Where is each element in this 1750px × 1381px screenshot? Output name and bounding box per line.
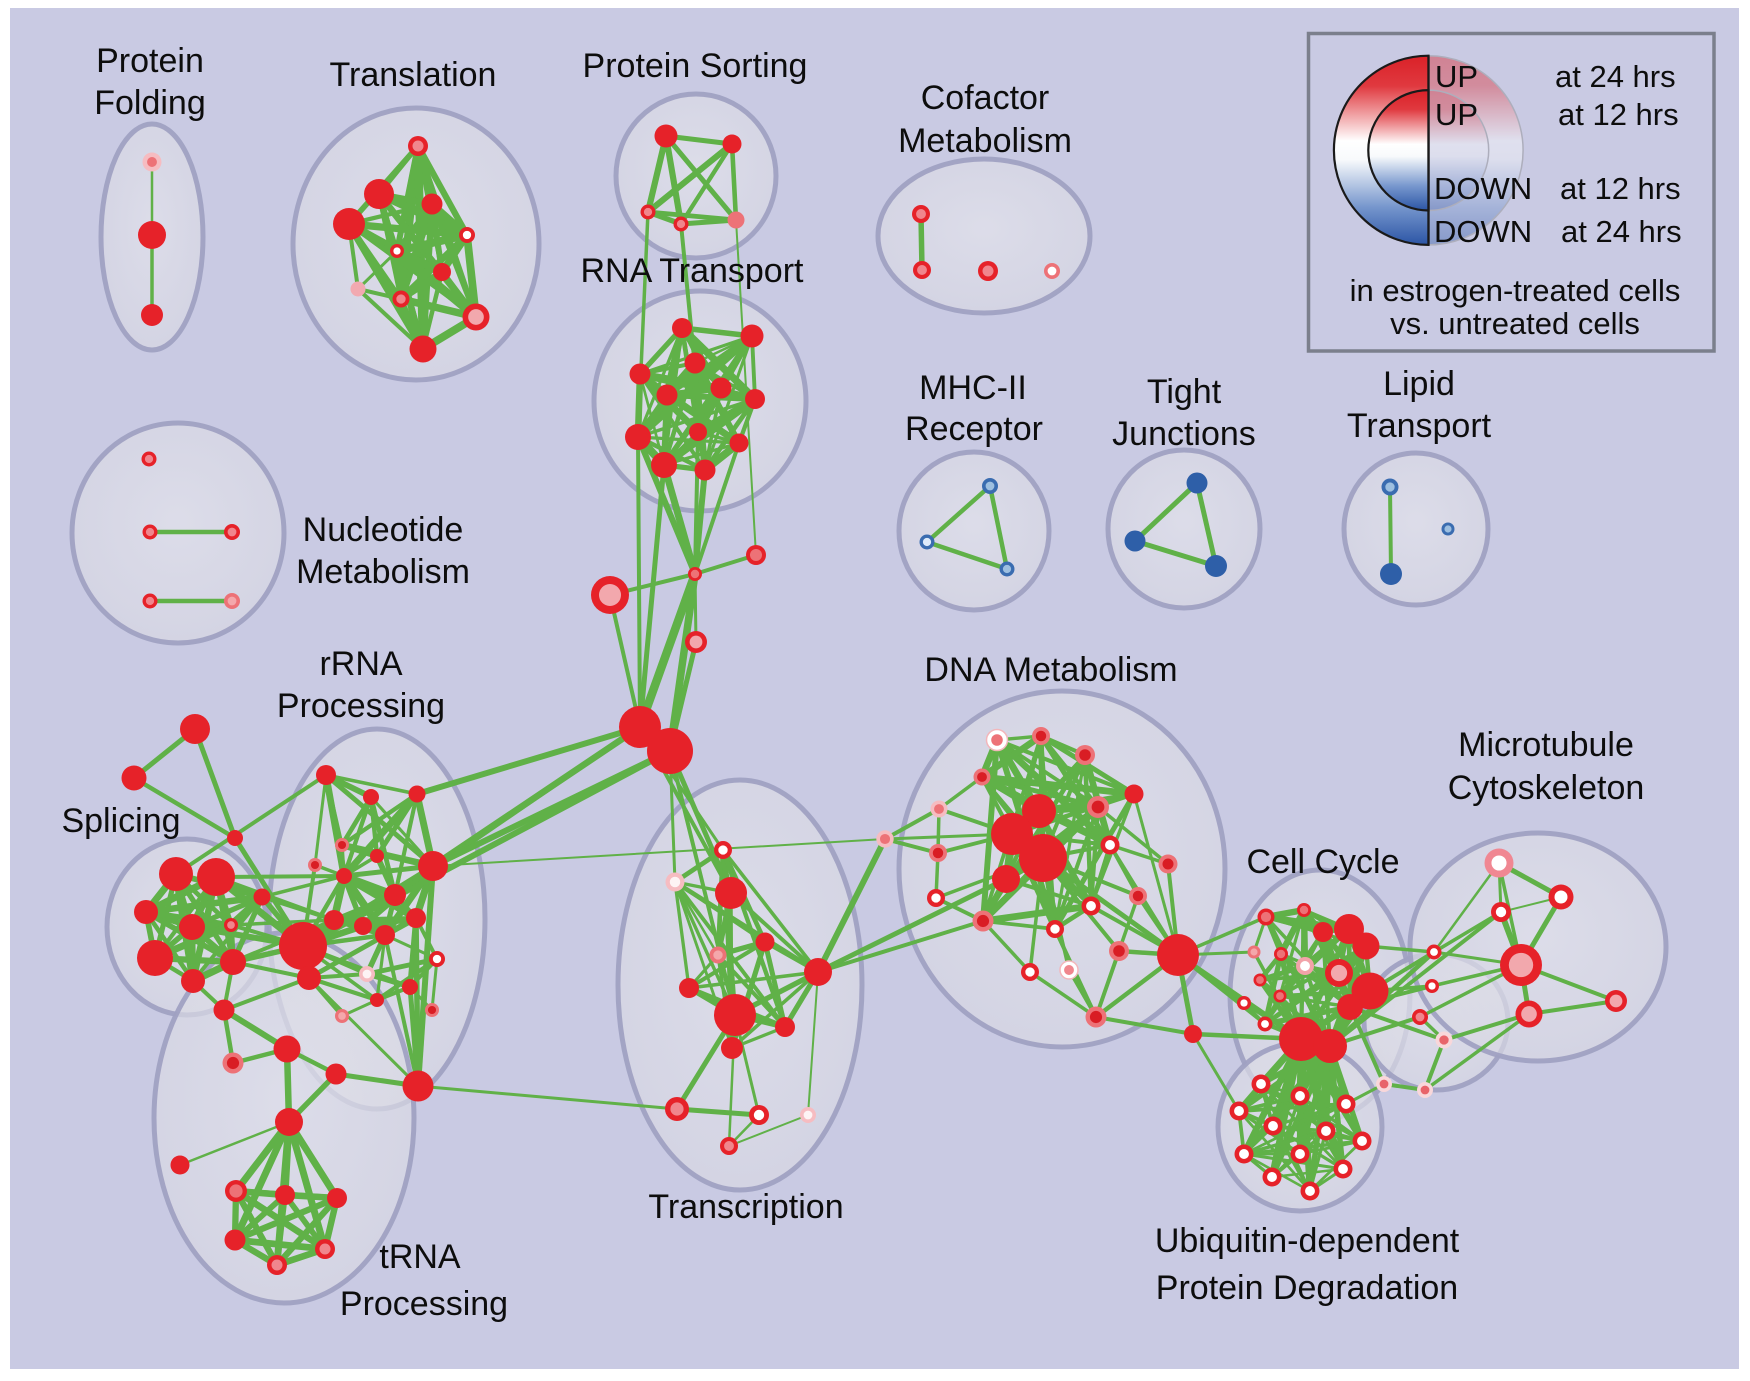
svg-text:at 24 hrs: at 24 hrs [1561, 214, 1682, 249]
svg-text:Ubiquitin-dependent: Ubiquitin-dependent [1155, 1222, 1460, 1260]
svg-text:Transcription: Transcription [648, 1188, 843, 1226]
svg-text:Metabolism: Metabolism [296, 553, 470, 591]
svg-text:Processing: Processing [277, 687, 445, 725]
svg-text:Protein: Protein [96, 42, 204, 80]
svg-text:DNA Metabolism: DNA Metabolism [924, 651, 1177, 689]
svg-text:Cytoskeleton: Cytoskeleton [1448, 769, 1645, 807]
svg-text:DOWN: DOWN [1434, 214, 1532, 249]
svg-text:at 24 hrs: at 24 hrs [1555, 59, 1676, 94]
svg-text:DOWN: DOWN [1434, 171, 1532, 206]
svg-text:Tight: Tight [1147, 373, 1222, 411]
svg-text:vs. untreated cells: vs. untreated cells [1390, 306, 1640, 341]
svg-text:in estrogen-treated cells: in estrogen-treated cells [1350, 273, 1681, 308]
svg-text:Protein Degradation: Protein Degradation [1156, 1269, 1458, 1307]
svg-text:Lipid: Lipid [1383, 365, 1455, 403]
svg-text:Cofactor: Cofactor [921, 79, 1050, 117]
svg-text:Nucleotide: Nucleotide [303, 511, 464, 549]
svg-text:RNA Transport: RNA Transport [581, 252, 805, 290]
svg-text:Junctions: Junctions [1112, 415, 1256, 453]
svg-text:MHC-II: MHC-II [919, 369, 1027, 407]
svg-text:Metabolism: Metabolism [898, 122, 1072, 160]
svg-text:Microtubule: Microtubule [1458, 726, 1634, 764]
svg-text:Receptor: Receptor [905, 410, 1043, 448]
svg-text:Protein Sorting: Protein Sorting [583, 47, 808, 85]
svg-text:at 12 hrs: at 12 hrs [1558, 97, 1679, 132]
svg-text:at 12 hrs: at 12 hrs [1560, 171, 1681, 206]
svg-text:UP: UP [1435, 59, 1478, 94]
svg-text:rRNA: rRNA [319, 645, 402, 683]
svg-text:Splicing: Splicing [61, 802, 180, 840]
svg-text:Translation: Translation [330, 56, 497, 94]
svg-text:Transport: Transport [1347, 407, 1492, 445]
svg-text:tRNA: tRNA [379, 1238, 461, 1276]
svg-text:Cell Cycle: Cell Cycle [1246, 843, 1399, 881]
svg-text:Processing: Processing [340, 1285, 508, 1323]
svg-text:UP: UP [1435, 97, 1478, 132]
svg-text:Folding: Folding [94, 84, 206, 122]
